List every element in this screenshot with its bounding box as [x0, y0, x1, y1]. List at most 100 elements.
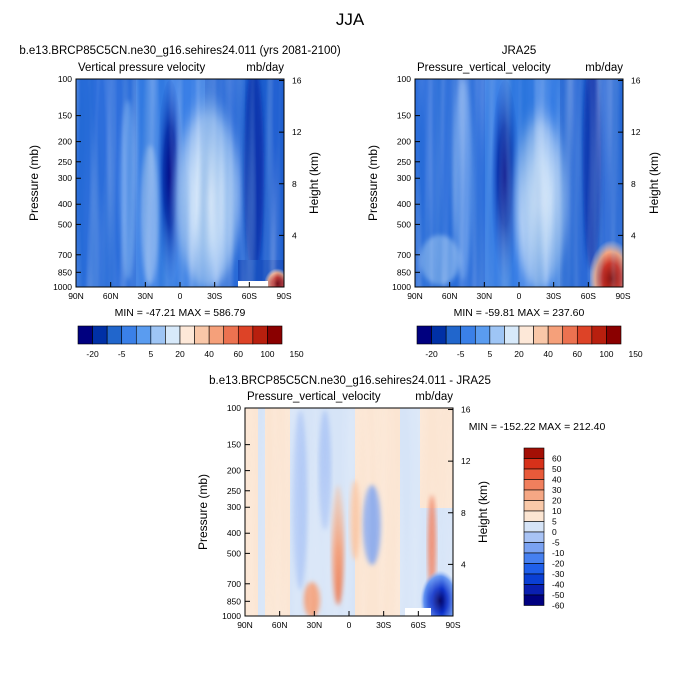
panel-model-field — [76, 79, 284, 287]
colorbar-swatch — [135, 325, 152, 345]
y-tick-label: 250 — [58, 157, 72, 167]
colorbar-swatch — [562, 325, 578, 345]
x-tick-label: 60S — [581, 291, 596, 301]
colorbar-label: -20 — [86, 349, 99, 359]
colorbar-swatch — [92, 325, 108, 345]
x-tick-label: 60N — [272, 620, 288, 630]
colorbar-swatch — [489, 325, 505, 345]
panel-model-x-axis: 90N 60N 30N 0 30S 60S 90S — [68, 282, 292, 301]
colorbar-label: -5 — [552, 538, 560, 548]
colorbar-swatch — [77, 325, 93, 345]
x-tick-label: 0 — [178, 291, 183, 301]
x-tick-label: 60N — [103, 291, 119, 301]
x-tick-label: 90S — [276, 291, 291, 301]
y-tick-label: 150 — [227, 440, 241, 450]
panel-difference-units: mb/day — [415, 391, 453, 403]
y-tick-label: 1000 — [392, 282, 411, 292]
colorbar-label: 0 — [552, 527, 557, 537]
colorbar-swatch — [523, 489, 545, 501]
y2-tick-label: 12 — [292, 127, 302, 137]
colorbar-label: 150 — [628, 349, 642, 359]
colorbar-label: -60 — [552, 601, 565, 611]
y2-tick-label: 8 — [461, 508, 466, 518]
colorbar-label: -40 — [552, 580, 565, 590]
colorbar-label: 40 — [204, 349, 214, 359]
colorbar-swatch — [523, 521, 545, 533]
panel-model-subtitle: b.e13.BRCP85C5CN.ne30_g16.sehires24.011 … — [19, 45, 341, 57]
y-tick-label: 1000 — [222, 611, 241, 621]
y2-tick-label: 12 — [461, 456, 471, 466]
panel-reanalysis-units: mb/day — [585, 62, 623, 74]
panel-difference-title: Pressure_vertical_velocity — [247, 391, 381, 403]
colorbar-label: 50 — [552, 464, 562, 474]
colorbar-label: -5 — [118, 349, 126, 359]
panel-model-stats: MIN = -47.21 MAX = 586.79 — [115, 307, 246, 319]
colorbar-swatch — [416, 325, 432, 345]
panel-difference-y-axis: 100 150 200 250 300 400 500 700 850 1000 — [222, 403, 250, 621]
panel-model-ylabel: Pressure (mb) — [27, 145, 41, 221]
colorbar-swatch — [223, 325, 239, 345]
y-tick-label: 400 — [397, 199, 411, 209]
y-tick-label: 150 — [58, 111, 72, 121]
y-tick-label: 500 — [58, 219, 72, 229]
x-tick-label: 90S — [615, 291, 630, 301]
y-tick-label: 500 — [397, 219, 411, 229]
y-tick-label: 100 — [227, 403, 241, 413]
colorbar-swatch — [523, 563, 545, 575]
y2-tick-label: 16 — [292, 76, 302, 86]
x-tick-label: 0 — [347, 620, 352, 630]
colorbar-label: -20 — [552, 559, 565, 569]
y-tick-label: 400 — [227, 528, 241, 538]
colorbar-label: -20 — [425, 349, 438, 359]
colorbar-label: 40 — [552, 475, 562, 485]
colorbar-swatch — [523, 531, 545, 543]
y-tick-label: 700 — [397, 250, 411, 260]
colorbar-swatch — [504, 325, 520, 345]
colorbar-swatch — [460, 325, 476, 345]
colorbar-label: 100 — [260, 349, 274, 359]
colorbar-swatch — [523, 447, 545, 459]
colorbar-swatch — [523, 479, 545, 491]
y-tick-label: 200 — [397, 137, 411, 147]
colorbar-swatch — [523, 573, 545, 585]
y-tick-label: 700 — [227, 579, 241, 589]
y-tick-label: 300 — [227, 502, 241, 512]
colorbar-swatch — [474, 325, 491, 345]
x-tick-label: 30N — [138, 291, 154, 301]
y2-tick-label: 16 — [631, 76, 641, 86]
y-tick-label: 850 — [227, 596, 241, 606]
colorbar-swatch — [523, 594, 545, 606]
colorbar-label: 60 — [552, 454, 562, 464]
colorbar-swatch — [106, 325, 123, 345]
x-tick-label: 30S — [376, 620, 391, 630]
y-tick-label: 850 — [58, 267, 72, 277]
y-tick-label: 500 — [227, 548, 241, 558]
x-tick-label: 90N — [407, 291, 423, 301]
colorbar-swatch — [179, 325, 195, 345]
colorbar-label: -50 — [552, 590, 565, 600]
panel-reanalysis-y2-axis: 4 8 12 16 — [618, 76, 641, 240]
y-tick-label: 850 — [397, 267, 411, 277]
y-tick-label: 100 — [397, 74, 411, 84]
colorbar-label: 20 — [552, 496, 562, 506]
y-tick-label: 300 — [58, 173, 72, 183]
colorbar-label: 20 — [514, 349, 524, 359]
panel-reanalysis-stats: MIN = -59.81 MAX = 237.60 — [454, 307, 585, 319]
x-tick-label: 30S — [546, 291, 561, 301]
panel-difference-subtitle: b.e13.BRCP85C5CN.ne30_g16.sehires24.011 … — [209, 375, 491, 387]
y-tick-label: 150 — [397, 111, 411, 121]
colorbar-swatch — [252, 325, 268, 345]
panel-reanalysis-x-axis: 90N 60N 30N 0 30S 60S 90S — [407, 282, 631, 301]
y-tick-label: 250 — [397, 157, 411, 167]
colorbar-label: -30 — [552, 569, 565, 579]
x-tick-label: 60S — [411, 620, 426, 630]
panel-reanalysis-y-axis: 100 150 200 250 300 400 500 700 850 1000 — [392, 74, 420, 292]
colorbar-swatch — [431, 325, 447, 345]
panel-model-y-axis: 100 150 200 250 300 400 500 700 850 1000 — [53, 74, 81, 292]
colorbar-swatch — [523, 468, 545, 480]
y2-tick-label: 16 — [461, 405, 471, 415]
x-tick-label: 90N — [237, 620, 253, 630]
colorbar-swatch — [267, 325, 283, 345]
x-tick-label: 60N — [442, 291, 458, 301]
